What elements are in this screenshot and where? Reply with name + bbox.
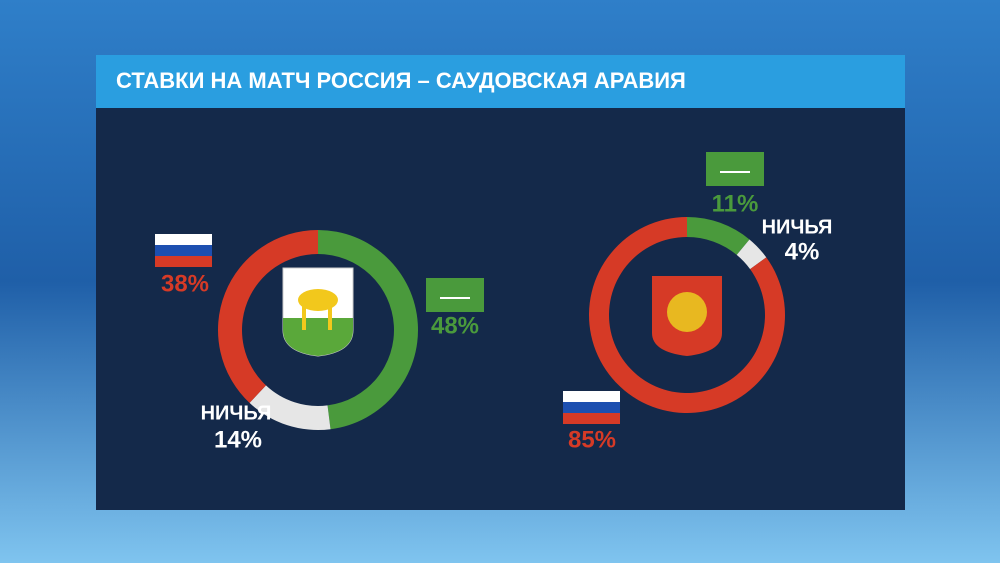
value-label: 14%	[214, 426, 262, 453]
flag-russia	[155, 234, 212, 267]
donut-slice	[318, 230, 418, 430]
value-label: 4%	[785, 238, 820, 265]
flag-saudi	[426, 278, 484, 312]
category-label: НИЧЬЯ	[201, 402, 272, 424]
emblem-russia	[652, 276, 722, 356]
donut-slice	[249, 385, 331, 430]
value-label: 38%	[161, 270, 209, 297]
flag-russia	[563, 391, 620, 424]
donut-slice	[687, 217, 750, 255]
donut-slice	[736, 239, 767, 270]
value-label: 11%	[712, 190, 759, 217]
title-bar	[96, 55, 905, 108]
flag-saudi	[706, 152, 764, 186]
chart-title: СТАВКИ НА МАТЧ РОССИЯ – САУДОВСКАЯ АРАВИ…	[116, 68, 686, 93]
donut-slice	[218, 230, 318, 403]
value-label: 48%	[431, 312, 479, 339]
category-label: НИЧЬЯ	[762, 216, 833, 238]
emblem-chelyabinsk	[282, 267, 354, 357]
value-label: 85%	[568, 426, 616, 453]
